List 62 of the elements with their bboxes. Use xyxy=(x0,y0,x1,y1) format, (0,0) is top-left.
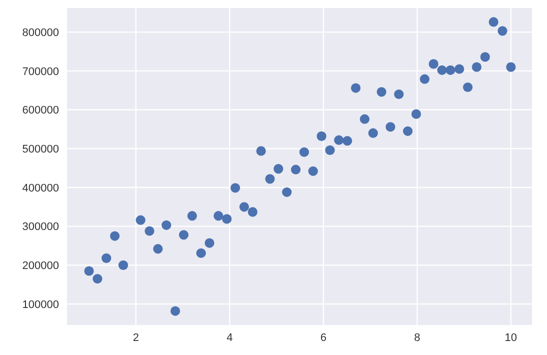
y-tick-label: 800000 xyxy=(22,26,59,39)
point xyxy=(308,166,318,176)
point xyxy=(376,87,386,97)
point xyxy=(368,128,378,138)
point xyxy=(102,253,112,263)
point xyxy=(239,202,249,212)
x-tick-label: 6 xyxy=(320,332,326,344)
point xyxy=(472,62,482,72)
point xyxy=(136,215,146,225)
x-tick-label: 4 xyxy=(226,332,233,344)
point xyxy=(178,230,189,240)
point xyxy=(386,122,396,132)
point xyxy=(222,214,232,224)
point xyxy=(411,109,422,119)
point xyxy=(256,146,266,156)
point xyxy=(506,62,516,72)
y-tick-label: 100000 xyxy=(22,298,59,311)
point xyxy=(316,131,326,141)
point xyxy=(248,207,258,217)
point xyxy=(488,17,498,27)
point xyxy=(274,164,284,174)
point xyxy=(92,274,102,284)
point xyxy=(187,211,197,221)
point xyxy=(325,145,335,155)
point xyxy=(196,248,206,258)
point xyxy=(350,83,361,93)
point xyxy=(394,89,404,100)
x-tick-label: 10 xyxy=(504,332,518,344)
point xyxy=(462,82,473,92)
y-tick-label: 300000 xyxy=(22,221,59,234)
point xyxy=(170,306,180,316)
point xyxy=(162,220,172,230)
point xyxy=(446,65,456,75)
point xyxy=(265,174,275,184)
point xyxy=(334,135,344,145)
point xyxy=(480,52,490,62)
point xyxy=(153,244,163,254)
point xyxy=(342,136,352,146)
point xyxy=(204,238,214,248)
x-tick-label: 8 xyxy=(414,332,420,344)
point xyxy=(282,187,292,197)
y-tick-label: 400000 xyxy=(22,182,59,194)
point xyxy=(437,65,447,75)
point xyxy=(144,226,154,236)
x-tick-label: 2 xyxy=(132,332,139,344)
point xyxy=(118,260,128,270)
y-tick-label: 200000 xyxy=(22,260,59,272)
point xyxy=(428,59,438,69)
point xyxy=(454,64,464,74)
point xyxy=(299,147,309,157)
y-tick-label: 600000 xyxy=(22,104,59,117)
point xyxy=(110,231,120,241)
point xyxy=(420,74,430,84)
point xyxy=(84,266,94,276)
y-tick-label: 500000 xyxy=(22,144,59,156)
y-tick-label: 700000 xyxy=(22,66,59,78)
point xyxy=(360,114,370,124)
point xyxy=(230,183,240,193)
point xyxy=(498,26,508,36)
point xyxy=(214,211,224,221)
point xyxy=(402,126,413,136)
point xyxy=(290,164,301,174)
